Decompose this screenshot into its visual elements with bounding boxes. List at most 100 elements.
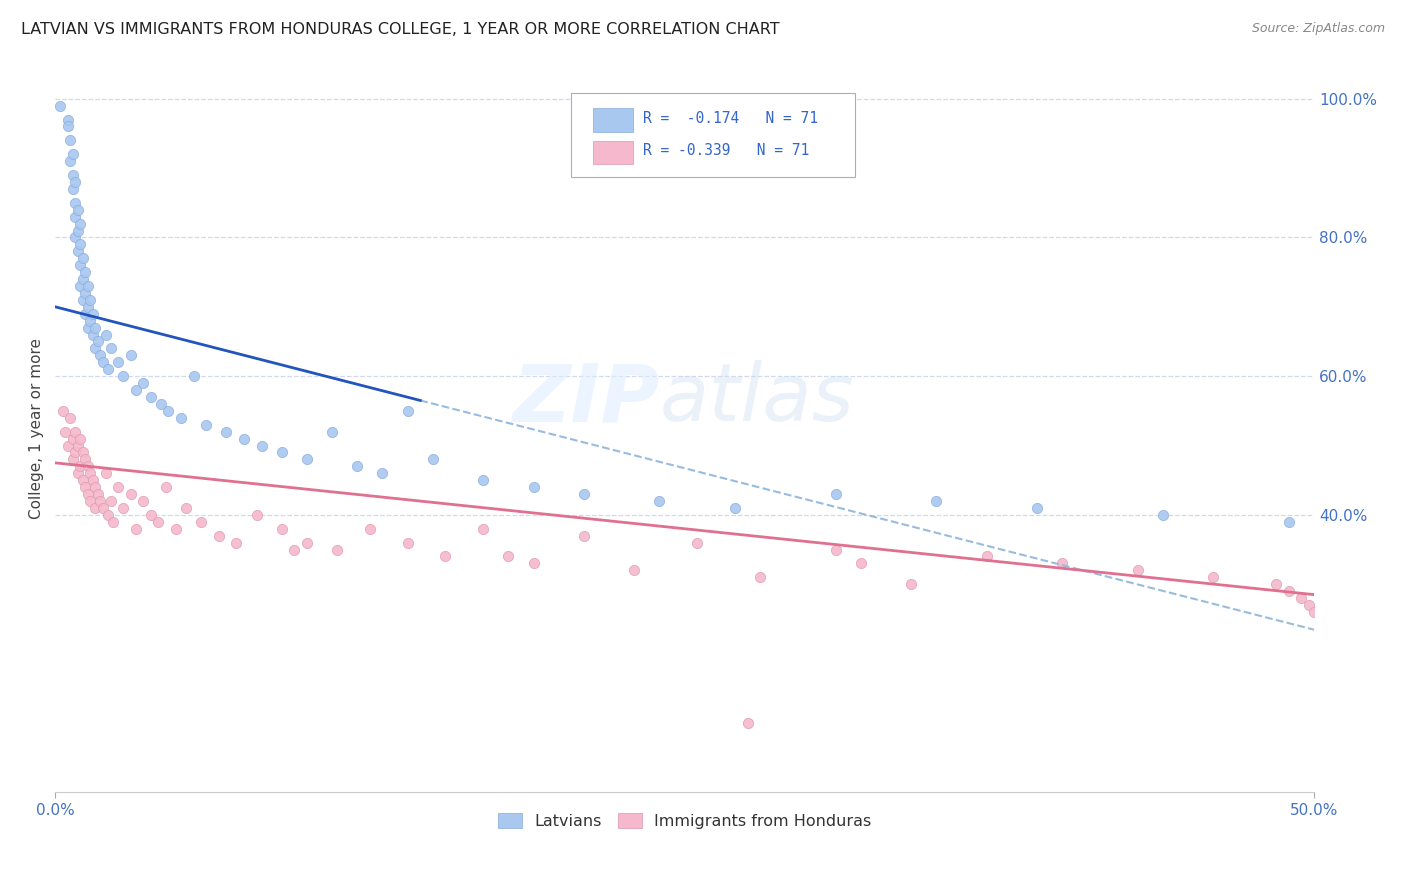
Point xyxy=(1265,577,1288,591)
Point xyxy=(149,397,172,411)
Point xyxy=(165,522,187,536)
Point xyxy=(1298,598,1320,612)
Point xyxy=(498,549,520,564)
Point xyxy=(112,500,135,515)
Point xyxy=(77,279,100,293)
Point xyxy=(59,133,82,147)
Point xyxy=(75,307,97,321)
Point xyxy=(69,279,91,293)
Point xyxy=(77,320,100,334)
Point xyxy=(66,202,89,217)
Legend: Latvians, Immigrants from Honduras: Latvians, Immigrants from Honduras xyxy=(491,807,879,835)
Point xyxy=(72,252,94,266)
Text: LATVIAN VS IMMIGRANTS FROM HONDURAS COLLEGE, 1 YEAR OR MORE CORRELATION CHART: LATVIAN VS IMMIGRANTS FROM HONDURAS COLL… xyxy=(21,22,780,37)
Point xyxy=(1152,508,1174,522)
Point xyxy=(65,445,87,459)
Point xyxy=(65,195,87,210)
Point xyxy=(522,480,544,494)
Point xyxy=(75,285,97,300)
Point xyxy=(824,487,846,501)
Point xyxy=(107,355,129,369)
Point xyxy=(65,425,87,439)
Point xyxy=(1278,584,1301,599)
Point xyxy=(208,529,231,543)
Point xyxy=(100,494,122,508)
Point xyxy=(190,515,212,529)
Point xyxy=(346,459,368,474)
Point xyxy=(87,487,110,501)
Point xyxy=(77,459,100,474)
Point xyxy=(97,508,120,522)
Point xyxy=(75,265,97,279)
Point xyxy=(69,217,91,231)
Point xyxy=(1202,570,1225,584)
Point xyxy=(62,432,84,446)
Point xyxy=(112,369,135,384)
Point xyxy=(77,300,100,314)
Point xyxy=(472,522,495,536)
Point xyxy=(79,494,101,508)
Point xyxy=(82,307,104,321)
Point xyxy=(107,480,129,494)
Point xyxy=(100,342,122,356)
Point xyxy=(120,487,142,501)
Text: R = -0.339   N = 71: R = -0.339 N = 71 xyxy=(643,144,810,158)
Point xyxy=(215,425,238,439)
Point xyxy=(77,487,100,501)
Point xyxy=(246,508,269,522)
Point xyxy=(125,522,148,536)
Point xyxy=(1291,591,1313,606)
Point xyxy=(62,182,84,196)
Point xyxy=(1303,605,1326,619)
Point xyxy=(66,244,89,259)
Point xyxy=(69,258,91,272)
Point xyxy=(91,500,114,515)
Point xyxy=(371,467,394,481)
Point xyxy=(69,459,91,474)
Point xyxy=(132,376,155,390)
Point xyxy=(737,715,759,730)
Point xyxy=(101,515,124,529)
Point xyxy=(69,432,91,446)
Point xyxy=(56,438,79,452)
Point xyxy=(62,452,84,467)
Text: R =  -0.174   N = 71: R = -0.174 N = 71 xyxy=(643,112,818,126)
Point xyxy=(69,237,91,252)
FancyBboxPatch shape xyxy=(571,93,855,177)
Point xyxy=(174,500,197,515)
Point xyxy=(79,467,101,481)
Point xyxy=(233,432,256,446)
Point xyxy=(270,522,292,536)
Point xyxy=(295,535,318,549)
Point xyxy=(65,210,87,224)
Point xyxy=(94,327,117,342)
Point xyxy=(82,327,104,342)
Point xyxy=(295,452,318,467)
Point xyxy=(75,452,97,467)
Point xyxy=(648,494,671,508)
Point xyxy=(56,112,79,127)
Point xyxy=(132,494,155,508)
Point xyxy=(396,404,419,418)
Point xyxy=(84,500,107,515)
Point xyxy=(572,529,595,543)
Point xyxy=(270,445,292,459)
Point xyxy=(572,487,595,501)
Point xyxy=(72,445,94,459)
Point xyxy=(225,535,247,549)
Point xyxy=(148,515,170,529)
Point xyxy=(422,452,444,467)
Point xyxy=(79,293,101,307)
FancyBboxPatch shape xyxy=(593,141,633,164)
Point xyxy=(82,473,104,487)
Point xyxy=(66,467,89,481)
Point xyxy=(72,272,94,286)
Point xyxy=(49,98,72,112)
Point xyxy=(321,425,343,439)
Point xyxy=(250,438,273,452)
Point xyxy=(62,147,84,161)
Point xyxy=(75,480,97,494)
Point xyxy=(359,522,381,536)
Point xyxy=(139,508,162,522)
Point xyxy=(139,390,162,404)
